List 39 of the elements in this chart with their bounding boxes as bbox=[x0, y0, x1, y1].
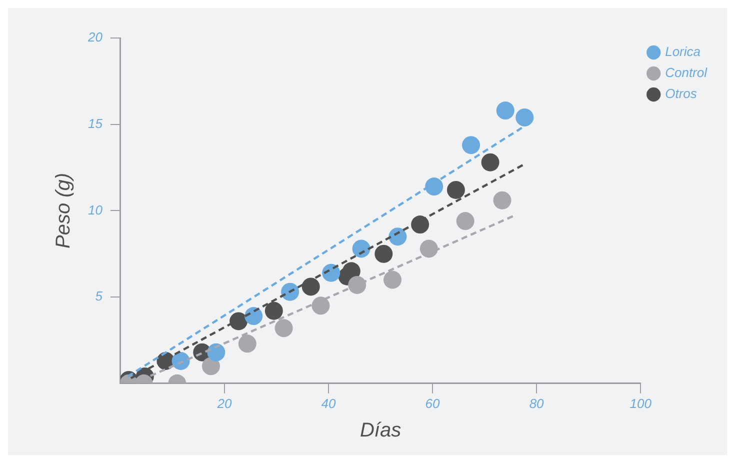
point bbox=[207, 343, 226, 362]
point bbox=[420, 240, 438, 258]
x-tick-label: 40 bbox=[321, 396, 337, 411]
legend-label: Lorica bbox=[665, 44, 701, 60]
point bbox=[383, 270, 402, 289]
point bbox=[411, 216, 430, 234]
point bbox=[348, 276, 366, 294]
point bbox=[274, 319, 293, 338]
point bbox=[322, 264, 340, 282]
legend-label: Otros bbox=[665, 86, 698, 102]
point bbox=[352, 240, 370, 258]
point bbox=[202, 357, 220, 376]
point bbox=[281, 282, 300, 301]
point bbox=[456, 212, 474, 230]
point bbox=[481, 153, 500, 172]
point bbox=[516, 108, 534, 126]
point bbox=[312, 296, 330, 315]
point bbox=[264, 302, 283, 320]
y-tick-label: 10 bbox=[88, 202, 104, 218]
point bbox=[446, 180, 465, 199]
x-tick-label: 20 bbox=[216, 396, 232, 411]
y-tick-label: 15 bbox=[88, 116, 104, 131]
x-tick-label: 60 bbox=[425, 396, 441, 411]
y-tick-label: 20 bbox=[86, 30, 104, 45]
point bbox=[302, 278, 320, 296]
y-axis-title: Peso (g) bbox=[52, 172, 75, 248]
point bbox=[388, 228, 407, 246]
point bbox=[374, 244, 393, 263]
point bbox=[493, 191, 512, 210]
x-axis-title: Días bbox=[360, 420, 402, 442]
x-tick-label: 80 bbox=[529, 396, 545, 411]
legend-label: Control bbox=[665, 65, 708, 80]
point bbox=[244, 307, 263, 326]
y-tick-label: 5 bbox=[95, 288, 104, 304]
point bbox=[462, 136, 480, 154]
point bbox=[238, 334, 256, 353]
x-tick-label: 100 bbox=[630, 396, 652, 411]
point bbox=[496, 102, 514, 120]
point bbox=[425, 178, 444, 196]
